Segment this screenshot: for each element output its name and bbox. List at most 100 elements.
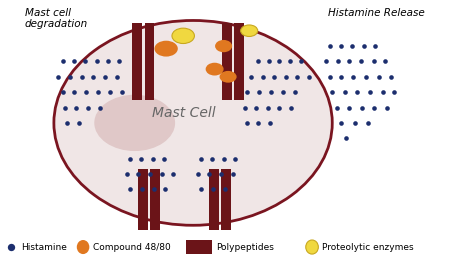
Text: Proteolytic enzymes: Proteolytic enzymes [322, 242, 414, 252]
Point [217, 172, 224, 176]
Point [231, 157, 238, 161]
Point [366, 90, 374, 94]
Point [138, 157, 145, 161]
Point [358, 105, 365, 110]
Point [78, 75, 85, 79]
Point [383, 105, 391, 110]
Bar [186, 240, 212, 254]
Point [146, 172, 154, 176]
Point [297, 59, 304, 63]
Ellipse shape [94, 95, 175, 151]
Point [243, 121, 251, 125]
Point [279, 90, 286, 94]
Bar [209, 169, 219, 230]
Point [55, 75, 62, 79]
Point [73, 105, 80, 110]
Ellipse shape [172, 28, 194, 44]
Text: Histamine Release: Histamine Release [328, 8, 424, 18]
Point [113, 75, 120, 79]
Point [66, 75, 74, 79]
Point [82, 59, 89, 63]
Text: Histamine: Histamine [22, 242, 67, 252]
Point [266, 121, 273, 125]
Point [338, 121, 345, 125]
Point [243, 90, 251, 94]
Point [59, 59, 66, 63]
Point [101, 75, 109, 79]
Point [286, 59, 294, 63]
Point [294, 75, 301, 79]
Text: Compound 48/80: Compound 48/80 [93, 242, 171, 252]
Point [75, 121, 82, 125]
Point [59, 90, 66, 94]
Point [346, 105, 353, 110]
Point [341, 90, 348, 94]
Point [160, 157, 167, 161]
Ellipse shape [154, 41, 178, 57]
Point [70, 59, 78, 63]
Point [338, 44, 345, 48]
Point [282, 75, 289, 79]
Point [346, 59, 353, 63]
Point [326, 75, 334, 79]
Point [104, 59, 111, 63]
Point [287, 105, 295, 110]
Point [127, 187, 134, 191]
Point [96, 105, 103, 110]
Ellipse shape [54, 20, 332, 225]
Point [291, 90, 299, 94]
Point [206, 172, 213, 176]
Bar [145, 23, 154, 100]
Point [379, 90, 386, 94]
Point [198, 157, 205, 161]
Point [351, 121, 358, 125]
Point [350, 75, 357, 79]
Point [209, 187, 216, 191]
Point [123, 172, 130, 176]
Point [194, 172, 201, 176]
Point [326, 44, 334, 48]
Point [342, 136, 349, 140]
Bar [221, 169, 231, 230]
Point [329, 90, 336, 94]
Ellipse shape [220, 71, 237, 83]
Bar [138, 169, 148, 230]
Point [162, 187, 169, 191]
Point [349, 44, 356, 48]
Point [70, 90, 78, 94]
Point [338, 75, 345, 79]
Point [362, 75, 370, 79]
Point [93, 59, 100, 63]
Point [382, 59, 389, 63]
Point [276, 59, 283, 63]
Point [82, 90, 89, 94]
Point [255, 59, 262, 63]
Point [170, 172, 177, 176]
Point [334, 59, 341, 63]
Point [62, 105, 69, 110]
Point [64, 121, 71, 125]
Point [252, 105, 260, 110]
Point [150, 187, 157, 191]
Point [115, 59, 123, 63]
Point [241, 105, 248, 110]
Ellipse shape [306, 240, 318, 254]
Point [267, 90, 274, 94]
Point [387, 75, 394, 79]
Point [305, 75, 313, 79]
Point [333, 105, 340, 110]
Point [8, 245, 15, 249]
Point [119, 90, 126, 94]
Point [265, 59, 272, 63]
Point [209, 157, 216, 161]
Point [270, 75, 277, 79]
Ellipse shape [215, 40, 232, 52]
Ellipse shape [206, 63, 224, 76]
Bar [150, 169, 160, 230]
Point [158, 172, 165, 176]
Point [84, 105, 92, 110]
Point [94, 90, 101, 94]
Point [149, 157, 156, 161]
Point [221, 187, 228, 191]
Bar [234, 23, 244, 100]
